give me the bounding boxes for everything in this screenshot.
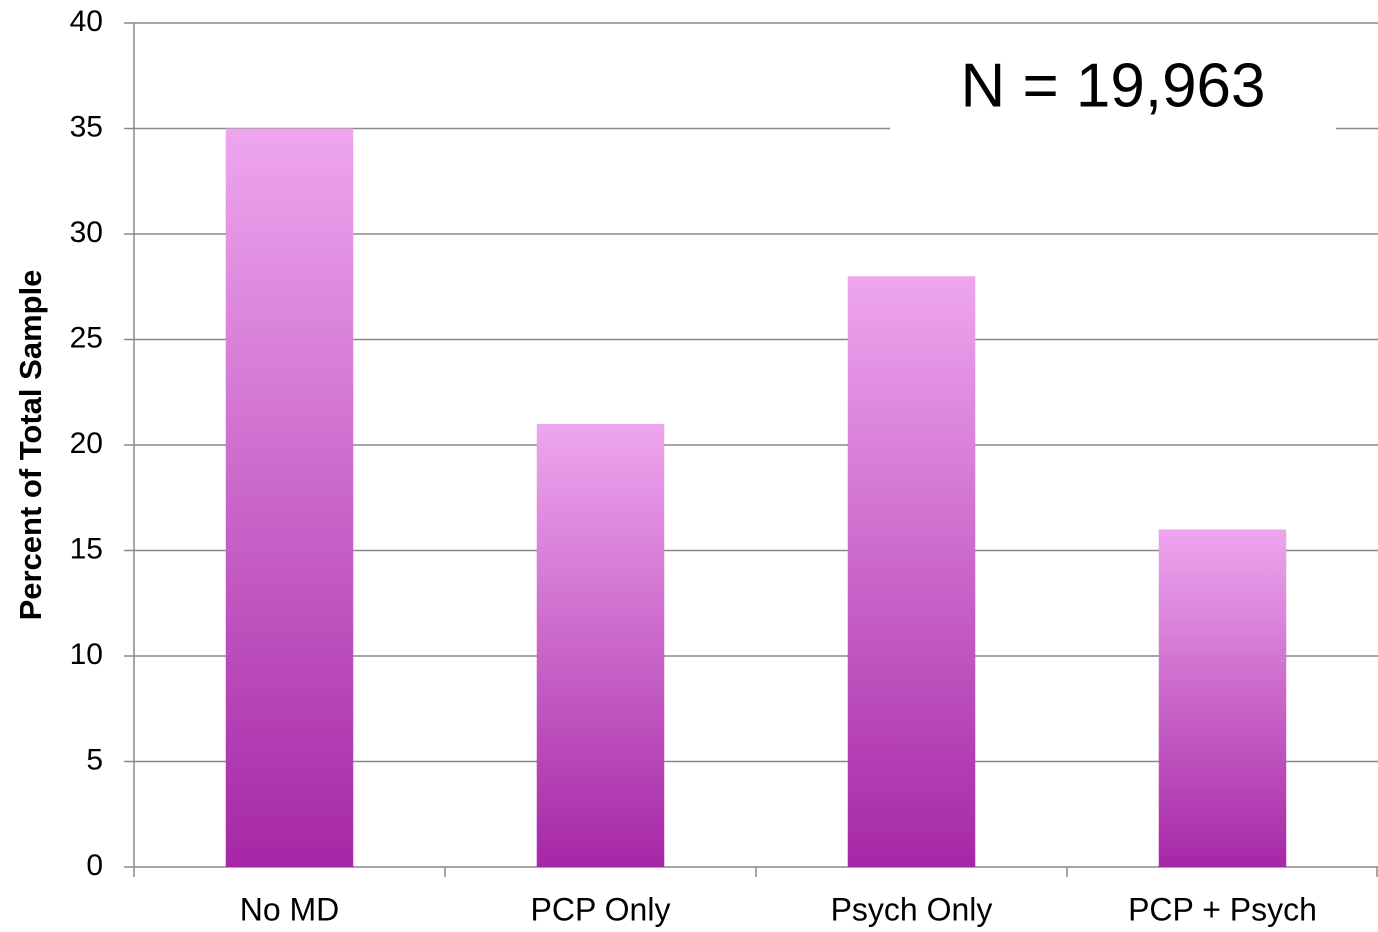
y-tick-label: 35 [70, 110, 103, 143]
y-tick-label: 40 [70, 5, 103, 38]
x-tick-label: No MD [240, 891, 340, 927]
x-tick-label: PCP + Psych [1128, 891, 1317, 927]
bar [536, 423, 665, 867]
y-tick-label: 20 [70, 427, 103, 460]
y-axis-label: Percent of Total Sample [13, 270, 48, 621]
y-tick-label: 15 [70, 532, 103, 565]
y-tick-label: 25 [70, 321, 103, 354]
x-tick-label: PCP Only [531, 891, 671, 927]
bar [1158, 529, 1287, 867]
bar [225, 128, 354, 867]
y-tick-label: 10 [70, 638, 103, 671]
x-tick-label: Psych Only [831, 891, 993, 927]
annotation-box [890, 50, 1336, 130]
bar [847, 276, 976, 867]
annotation: N = 19,963 [960, 51, 1265, 120]
y-tick-label: 5 [86, 743, 103, 776]
y-tick-label: 0 [86, 849, 103, 882]
y-tick-label: 30 [70, 216, 103, 249]
